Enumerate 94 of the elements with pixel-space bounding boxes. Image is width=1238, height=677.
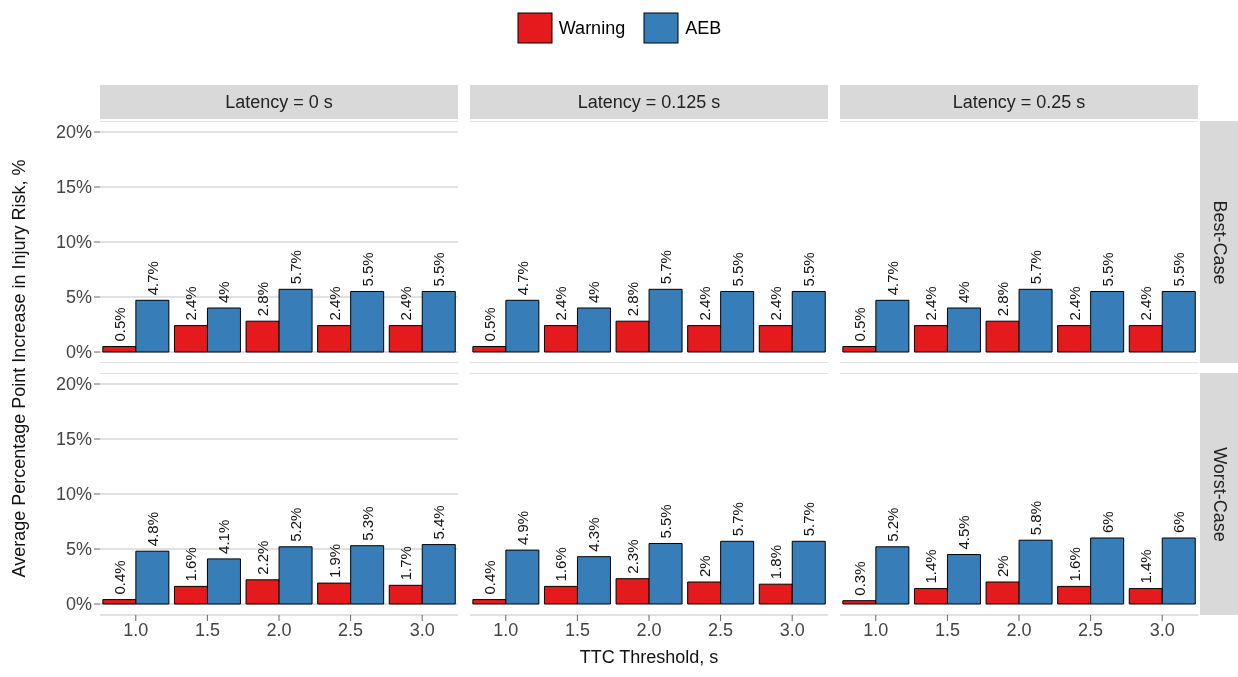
legend-label: Warning [558,17,626,39]
x-tick-label: 3.0 [1149,619,1175,640]
data-label: 0.4% [110,560,128,595]
y-tick-label: 5% [65,539,92,560]
x-tick-label: 1.0 [493,619,519,640]
x-tick-label: 3.0 [409,619,435,640]
y-tick-label: 0% [65,594,92,615]
x-tick-label: 2.0 [266,619,292,640]
data-label: 5.7% [728,502,746,537]
y-axis-title: Average Percentage Point Increase in Injury Risk, % [9,159,31,577]
data-label: 1.4% [922,549,940,584]
x-tick-label: 1.0 [863,619,889,640]
data-label: 1.6% [182,547,200,582]
data-label: 0.3% [850,561,868,596]
data-label: 4% [215,281,233,303]
data-label: 2.4% [397,286,415,321]
data-label: 5.5% [1170,252,1188,287]
y-tick-label: 0% [65,342,92,363]
chart-title: Latency = 0 s [100,85,458,119]
data-label: 2.4% [1137,286,1155,321]
y-tick-label: 15% [55,177,92,198]
data-label: 6% [1170,511,1188,533]
data-label: 6% [1098,511,1116,533]
data-label: 4.7% [513,261,531,296]
data-label: 5.4% [430,505,448,540]
data-label: 2% [994,555,1012,577]
data-label: 5.3% [358,506,376,541]
data-label: 0.4% [480,560,498,595]
x-tick-label: 2.0 [1006,619,1032,640]
data-label: 2.8% [994,282,1012,317]
x-tick-label: 1.5 [194,619,220,640]
data-label: 2.3% [624,539,642,574]
data-label: 2% [695,555,713,577]
data-label: 5.7% [657,250,675,285]
data-label: 5.2% [883,507,901,542]
y-tick-label: 5% [65,287,92,308]
data-label: 2.4% [922,286,940,321]
y-tick-label: 20% [55,374,92,395]
x-tick-label: 2.5 [708,619,734,640]
data-label: 2.2% [254,540,272,575]
data-label: 1.6% [1065,547,1083,582]
data-label: 0.5% [480,307,498,342]
data-label: 5.5% [728,252,746,287]
y-tick-label: 10% [55,484,92,505]
data-label: 4.7% [143,261,161,296]
chart-title: Latency = 0.25 s [840,85,1198,119]
x-tick-label: 1.5 [564,619,590,640]
data-label: 4.9% [513,510,531,546]
data-label: 2.4% [552,286,570,321]
data-label: 5.5% [800,252,818,287]
data-label: 4.3% [585,517,603,552]
x-axis-title: TTC Threshold, s [578,647,720,668]
y-tick-label: 10% [55,232,92,253]
text: Worst-Case [1208,446,1230,542]
data-label: 5.7% [1027,250,1045,285]
data-label: 5.5% [430,252,448,287]
data-label: 5.7% [800,502,818,537]
legend-label: AEB [685,17,722,39]
data-label: 2.4% [182,286,200,321]
y-tick-label: 15% [55,429,92,450]
x-tick-label: 3.0 [779,619,805,640]
data-label: 4.5% [955,515,973,550]
data-label: 5.2% [287,507,305,542]
x-tick-label: 2.5 [1078,619,1104,640]
data-label: 4% [955,281,973,303]
chart-title: Latency = 0.125 s [470,85,828,119]
data-label: 2.4% [767,286,785,321]
data-label: 1.6% [552,547,570,582]
data-label: 2.8% [624,282,642,317]
text: Best-Case [1208,199,1230,285]
x-tick-label: 2.0 [636,619,662,640]
data-label: 4.1% [215,519,233,554]
data-label: 2.4% [325,286,343,321]
data-label: 1.7% [397,546,415,581]
x-tick-label: 2.5 [338,619,364,640]
data-label: 4.8% [143,512,161,547]
data-label: 5.5% [358,252,376,287]
x-tick-label: 1.5 [934,619,960,640]
data-label: 5.5% [657,504,675,539]
data-label: 2.4% [1065,286,1083,321]
data-label: 1.8% [767,545,785,580]
data-label: 1.9% [325,543,343,579]
data-label: 2.4% [695,286,713,321]
data-label: 5.7% [287,250,305,285]
data-label: 0.5% [850,307,868,342]
data-label: 4% [585,281,603,303]
data-label: 5.5% [1098,252,1116,287]
data-label: 2.8% [254,282,272,317]
y-tick-label: 20% [55,122,92,143]
data-label: 4.7% [883,261,901,296]
data-label: 0.5% [110,307,128,342]
data-label: 5.8% [1027,501,1045,536]
data-label: 1.4% [1137,549,1155,584]
x-tick-label: 1.0 [123,619,149,640]
